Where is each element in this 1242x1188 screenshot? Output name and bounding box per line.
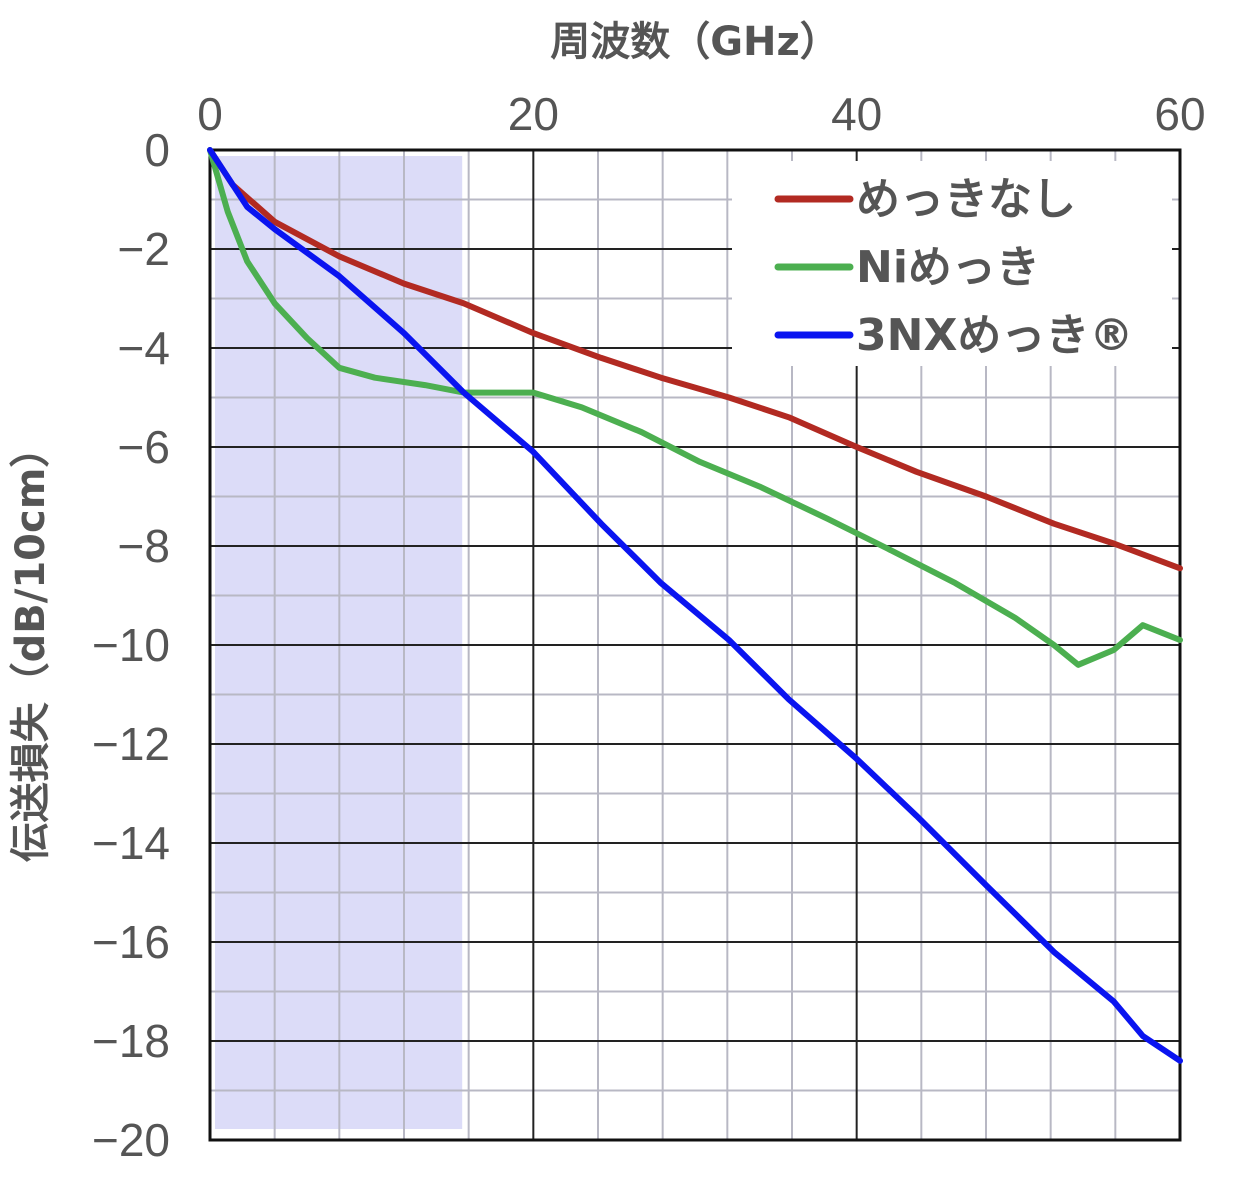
legend-label-2: 3NXめっき®	[856, 310, 1133, 361]
y-tick-label: −6	[118, 421, 170, 473]
series-line-1	[207, 147, 1183, 668]
y-tick-label: −18	[92, 1015, 170, 1067]
x-tick-label: 60	[1154, 88, 1205, 140]
y-tick-label: −2	[118, 223, 170, 275]
y-tick-label: −4	[118, 322, 170, 374]
x-tick-label: 20	[508, 88, 559, 140]
x-tick-label: 0	[197, 88, 223, 140]
series-line-0	[207, 147, 1183, 572]
y-tick-label: −12	[92, 718, 170, 770]
y-tick-label: −14	[92, 817, 170, 869]
y-tick-label: −20	[92, 1114, 170, 1166]
y-axis-title: 伝送損失（dB/10cm）	[8, 428, 54, 863]
y-tick-label: 0	[144, 124, 170, 176]
legend-label-0: めっきなし	[856, 174, 1076, 225]
x-axis-title: 周波数（GHz）	[550, 19, 840, 65]
y-tick-label: −16	[92, 916, 170, 968]
legend-label-1: Niめっき	[856, 242, 1040, 293]
series-line-2	[207, 147, 1183, 1064]
y-tick-label: −8	[118, 520, 170, 572]
x-tick-label: 40	[831, 88, 882, 140]
y-tick-label: −10	[92, 619, 170, 671]
plot-frame	[208, 148, 1182, 1142]
